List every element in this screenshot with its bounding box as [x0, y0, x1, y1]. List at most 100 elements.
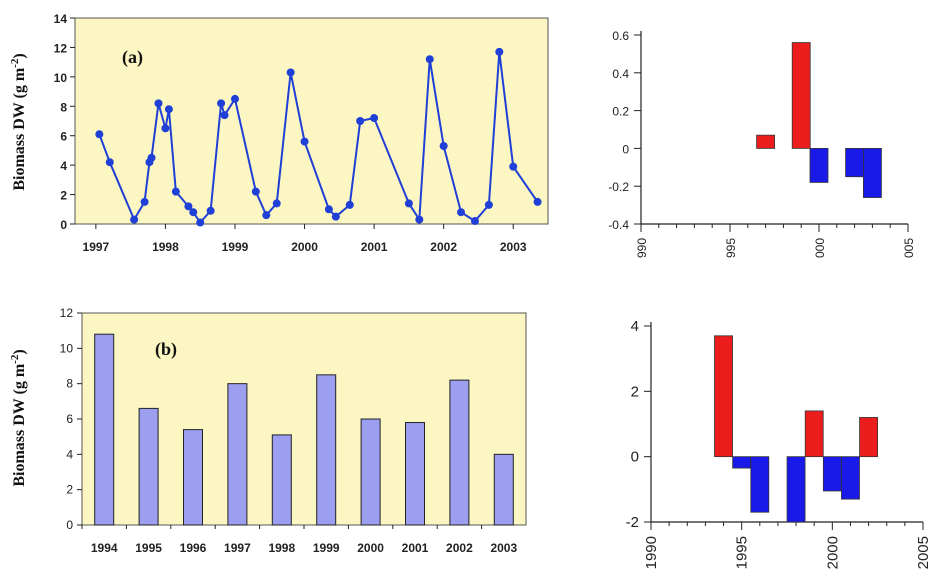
- data-point: [154, 99, 163, 108]
- x-tick-label: 1996: [180, 541, 207, 555]
- y-tick-label: 0: [631, 449, 639, 466]
- x-tick-label: 2001: [361, 240, 388, 254]
- x-tick-label: 1998: [268, 541, 295, 555]
- data-point: [262, 211, 271, 220]
- data-point: [147, 153, 156, 162]
- negative-bar: [732, 456, 752, 469]
- y-axis-label-superscript: -2: [9, 354, 21, 364]
- y-tick-label: 0.2: [612, 105, 629, 119]
- panel-label: (b): [155, 339, 177, 360]
- x-tick-label: 1999: [222, 240, 249, 254]
- data-point: [95, 130, 104, 139]
- y-axis-label: Biomass DW (g m-2): [9, 53, 28, 190]
- x-tick-label: 2002: [430, 240, 457, 254]
- data-point: [230, 94, 239, 103]
- y-tick-label: 12: [60, 306, 74, 320]
- y-axis-label-end: ): [11, 53, 28, 58]
- y-tick-label: 4: [60, 159, 67, 173]
- x-tick-label: 1999: [313, 541, 340, 555]
- x-tick-label: 000: [813, 238, 827, 258]
- data-point: [370, 114, 379, 123]
- data-point: [161, 124, 170, 133]
- negative-bar: [822, 456, 842, 492]
- data-point: [509, 162, 518, 171]
- panel-a-line-chart: 0 2 4 6 8 10 12 14 1997 1998 1999 2000 2001 2002 2003 (…: [9, 12, 549, 254]
- data-point: [470, 217, 479, 226]
- data-point: [425, 55, 434, 64]
- x-tick-label: 2000: [291, 240, 318, 254]
- y-tick-label: 4: [631, 318, 639, 335]
- x-tick-label: 005: [902, 238, 916, 258]
- y-tick-label: 2: [60, 189, 67, 203]
- negative-bar: [841, 456, 860, 500]
- data-point: [164, 105, 173, 114]
- data-point: [286, 68, 295, 77]
- data-point: [404, 199, 413, 208]
- x-tick-label: 1997: [224, 541, 251, 555]
- y-tick-label: 0: [66, 518, 73, 532]
- y-tick-label: 12: [54, 41, 68, 55]
- data-point: [533, 197, 542, 206]
- data-point: [324, 205, 333, 214]
- bar: [138, 407, 159, 526]
- negative-bar: [786, 456, 806, 523]
- x-tick-label: 1994: [91, 541, 118, 555]
- data-point: [105, 158, 114, 167]
- bar: [405, 422, 425, 526]
- x-tick-label: 2000: [824, 536, 841, 569]
- panel-label: (a): [122, 47, 143, 68]
- x-tick-label: 2001: [402, 541, 429, 555]
- bar: [227, 383, 248, 526]
- positive-bar: [859, 417, 878, 458]
- data-point: [272, 199, 281, 208]
- data-point: [220, 111, 229, 120]
- bar: [449, 379, 470, 526]
- x-tick-label: 2002: [446, 541, 473, 555]
- data-point: [189, 208, 198, 217]
- y-tick-label: 8: [60, 100, 67, 114]
- data-point: [484, 200, 493, 209]
- data-point: [495, 47, 504, 56]
- y-tick-label: 6: [60, 130, 67, 144]
- bar: [271, 434, 292, 526]
- negative-bar: [863, 147, 882, 198]
- y-tick-label: 0: [622, 142, 629, 156]
- panel-c-anomaly-chart: -0.4 -0.2 0 0.2 0.4 0.6 990 995 000 005: [608, 29, 916, 258]
- data-point: [457, 208, 466, 217]
- data-point: [345, 200, 354, 209]
- negative-bar: [845, 147, 864, 178]
- positive-bar: [804, 410, 824, 458]
- x-tick-label: 1998: [152, 240, 179, 254]
- data-point: [206, 206, 215, 215]
- x-tick-label: 1990: [643, 536, 660, 569]
- y-axis-label-main: Biomass DW (g m: [11, 67, 28, 190]
- y-tick-label: 14: [54, 12, 68, 26]
- data-point: [184, 202, 193, 211]
- panel-d-anomaly-chart: -2 0 2 4 1990 1995 2000 2005: [626, 318, 931, 569]
- data-point: [140, 197, 149, 206]
- y-tick-label: 0.4: [612, 67, 629, 81]
- y-axis-label-superscript: -2: [9, 58, 21, 68]
- y-tick-label: 4: [66, 447, 73, 461]
- x-tick-label: 2000: [357, 541, 384, 555]
- y-tick-label: -2: [626, 514, 639, 531]
- bar: [183, 429, 203, 526]
- y-tick-label: -0.4: [608, 218, 629, 232]
- data-point: [439, 142, 448, 151]
- y-tick-label: -0.2: [608, 180, 629, 194]
- y-tick-label: 10: [60, 341, 74, 355]
- panel-b-bar-chart: 0 2 4 6 8 10 12 1994 1995 1996 1997 1998 1999 2000 200…: [9, 306, 527, 555]
- y-tick-label: 10: [54, 71, 68, 85]
- x-tick-label: 1997: [83, 240, 110, 254]
- positive-bar: [714, 335, 733, 458]
- positive-bar: [756, 134, 775, 149]
- plot-area-background: [74, 17, 549, 225]
- negative-bar: [809, 147, 829, 183]
- data-point: [331, 212, 340, 221]
- positive-bar: [791, 42, 811, 149]
- x-tick-label: 990: [635, 238, 649, 258]
- y-axis-label-main: Biomass DW (g m: [11, 363, 28, 486]
- data-point: [171, 187, 180, 196]
- y-tick-label: 6: [66, 412, 73, 426]
